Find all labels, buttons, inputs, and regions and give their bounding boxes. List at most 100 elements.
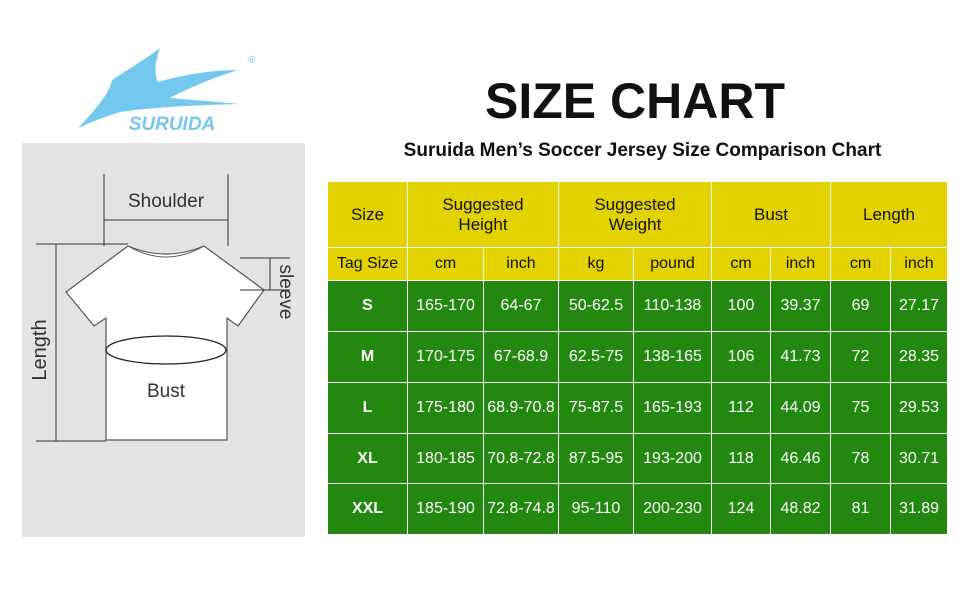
table-cell: 78 xyxy=(830,433,891,484)
cell-text: 72 xyxy=(851,348,870,365)
table-cell: 72.8-74.8 xyxy=(483,483,559,535)
label-shoulder: Shoulder xyxy=(128,191,205,212)
table-cell: 64-67 xyxy=(483,280,559,332)
table-cell: Tag Size xyxy=(327,247,408,281)
table-row: Tag Size cm inch kg pound cm inch cm inch xyxy=(327,247,948,281)
cell-text: 138-165 xyxy=(643,348,702,365)
table-cell: 72 xyxy=(830,331,891,383)
subtitle: Suruida Men’s Soccer Jersey Size Compari… xyxy=(403,140,882,161)
bust-line xyxy=(105,335,227,365)
cell-text: 118 xyxy=(728,449,754,467)
cell-text: 110-138 xyxy=(643,297,702,314)
cell-text: 78 xyxy=(851,449,870,467)
cell-text: 62.5-75 xyxy=(568,348,624,365)
cell-text: 180-185 xyxy=(416,449,475,467)
cell-text: inch xyxy=(506,255,536,272)
cell-text: L xyxy=(362,399,373,416)
table-row: Size Suggested Height Suggested Weight Bust… xyxy=(327,181,948,248)
table-cell: cm xyxy=(830,247,891,281)
table-cell: Suggested Height xyxy=(407,181,559,248)
cell-text: 31.89 xyxy=(898,500,940,517)
table-cell: 50-62.5 xyxy=(558,280,634,332)
table-cell: pound xyxy=(633,247,712,281)
table-cell: 31.89 xyxy=(890,483,948,535)
table-cell: 165-193 xyxy=(633,382,712,434)
table-cell: 27.17 xyxy=(890,280,948,332)
table-cell: 81 xyxy=(830,483,891,535)
table-cell: 62.5-75 xyxy=(558,331,634,383)
cell-text: S xyxy=(362,297,373,314)
cell-text: 27.17 xyxy=(898,297,940,314)
cell-text: 50-62.5 xyxy=(568,297,624,314)
table-cell: 118 xyxy=(711,433,771,484)
cell-text: cm xyxy=(849,255,872,272)
table-cell: 185-190 xyxy=(407,483,484,535)
table-cell: 44.09 xyxy=(770,382,831,434)
cell-text: 72.8-74.8 xyxy=(487,500,555,517)
table-cell: 46.46 xyxy=(770,433,831,484)
cell-text: 200-230 xyxy=(643,500,702,517)
table-row: M 170-175 67-68.9 62.5-75 138-165 106 41.73 72 2… xyxy=(327,331,948,383)
cell-text: 46.46 xyxy=(780,449,821,467)
table-cell: 95-110 xyxy=(558,483,634,535)
table-cell: 41.73 xyxy=(770,331,831,383)
cell-text: 68.9-70.8 xyxy=(487,399,555,416)
table-cell: Size xyxy=(327,181,408,248)
table-cell: 69 xyxy=(830,280,891,332)
table-cell: 29.53 xyxy=(890,382,948,434)
table-cell: 110-138 xyxy=(633,280,712,332)
cell-text: 95-110 xyxy=(571,500,621,517)
collar xyxy=(127,245,205,258)
cell-text: 64-67 xyxy=(500,297,542,314)
table-cell: 100 xyxy=(711,280,771,332)
table-cell: 180-185 xyxy=(407,433,484,484)
cell-text: 48.82 xyxy=(780,500,821,517)
cell-text: 165-193 xyxy=(643,399,702,416)
graphics: SURUIDA ® Shoulder Bust Length sleeve xyxy=(22,48,305,537)
table-cell: 124 xyxy=(711,483,771,535)
table-cell: 165-170 xyxy=(407,280,484,332)
table-cell: L xyxy=(327,382,408,434)
cell-text: 170-175 xyxy=(416,348,475,365)
table-cell: XXL xyxy=(327,483,408,535)
table-row: XL 180-185 70.8-72.8 87.5-95 193-200 118 46.46… xyxy=(327,433,948,484)
table-cell: 170-175 xyxy=(407,331,484,383)
cell-text: cm xyxy=(434,255,457,272)
cell-text: 106 xyxy=(727,348,755,365)
cell-text: 69 xyxy=(851,297,870,314)
cell-text: 75-87.5 xyxy=(568,399,624,416)
cell-text: 28.35 xyxy=(898,348,940,365)
table-cell: M xyxy=(327,331,408,383)
cell-text: Bust xyxy=(753,204,789,224)
table-cell: inch xyxy=(770,247,831,281)
cell-text: 41.73 xyxy=(780,348,821,365)
table-cell: 200-230 xyxy=(633,483,712,535)
cell-text: 30.71 xyxy=(898,449,940,467)
table-cell: 138-165 xyxy=(633,331,712,383)
table-cell: 70.8-72.8 xyxy=(483,433,559,484)
table-row: S 165-170 64-67 50-62.5 110-138 100 39.37 69 27.… xyxy=(327,280,948,332)
cell-text: 112 xyxy=(728,399,754,416)
size-table: Size Suggested Height Suggested Weight Bust… xyxy=(327,181,948,535)
cell-text: M xyxy=(360,348,375,365)
label-sleeve: sleeve xyxy=(275,265,296,320)
cell-text: 100 xyxy=(727,297,755,314)
logo-brand: SURUIDA xyxy=(129,114,216,135)
cell-text: 29.53 xyxy=(898,399,940,416)
cell-text: 44.09 xyxy=(780,399,821,416)
table-row: L 175-180 68.9-70.8 75-87.5 165-193 112 44.09 7… xyxy=(327,382,948,434)
label-bust: Bust xyxy=(147,381,186,402)
cell-text: Suggested Weight xyxy=(594,194,676,234)
cell-text: Size xyxy=(350,204,385,224)
table-cell: inch xyxy=(890,247,948,281)
table-cell: 48.82 xyxy=(770,483,831,535)
cell-text: XXL xyxy=(351,500,384,517)
table-cell: S xyxy=(327,280,408,332)
table-cell: 193-200 xyxy=(633,433,712,484)
cell-text: XL xyxy=(357,449,378,467)
cell-text: inch xyxy=(904,255,934,272)
cell-text: 124 xyxy=(727,500,755,517)
table-cell: 68.9-70.8 xyxy=(483,382,559,434)
cell-text: inch xyxy=(785,255,816,272)
